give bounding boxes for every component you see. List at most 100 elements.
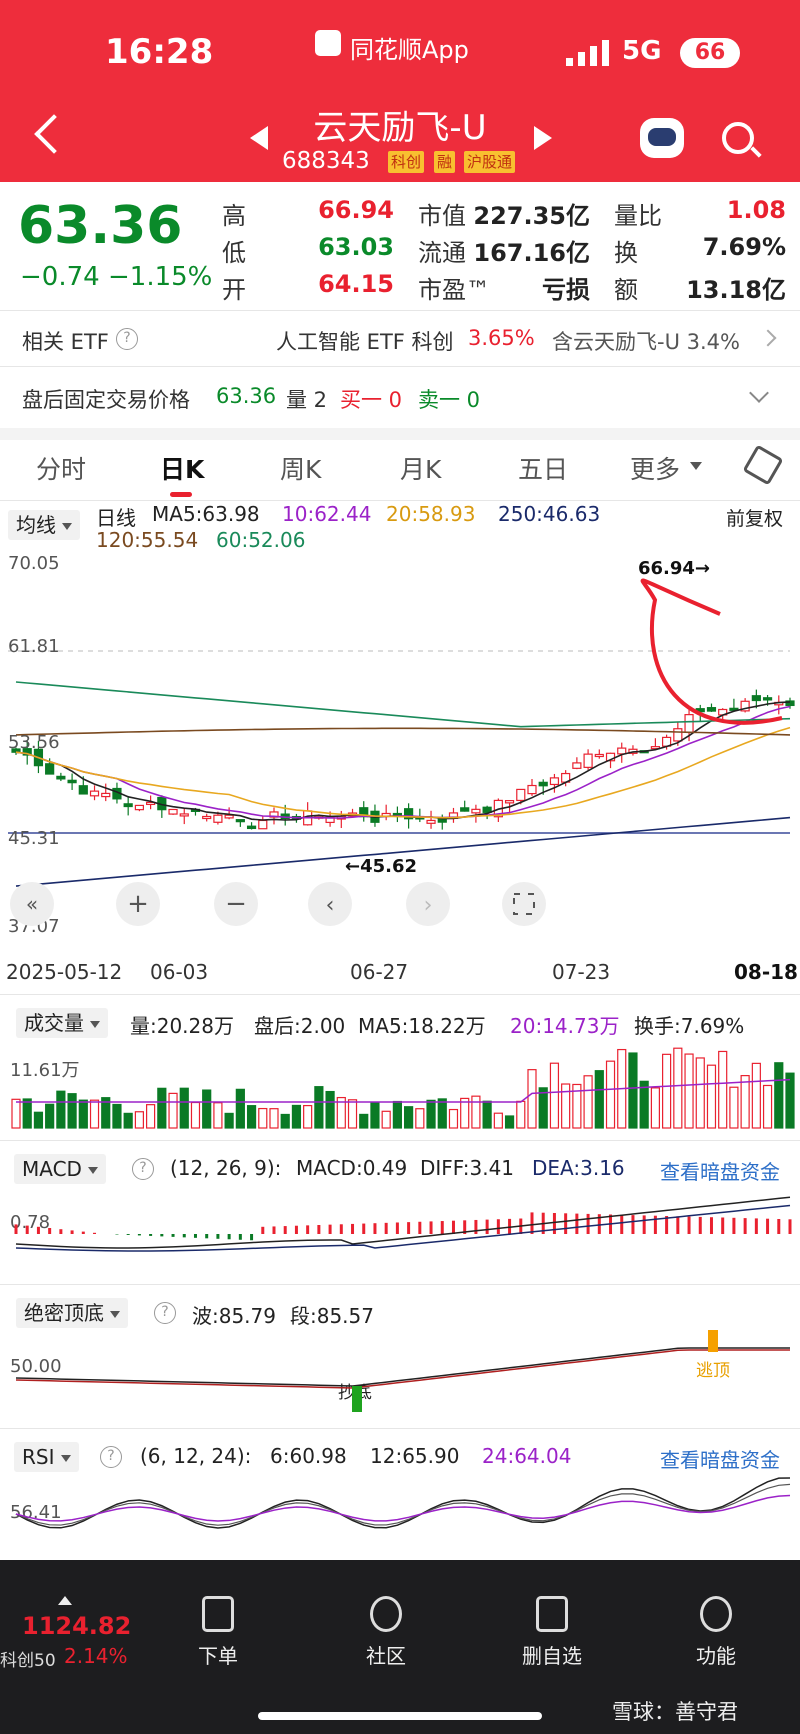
fullscreen-button[interactable] xyxy=(502,882,546,926)
volume-bar xyxy=(415,1108,425,1129)
candle xyxy=(516,788,526,802)
volume-bar xyxy=(504,1115,515,1129)
tab-weekly-k[interactable]: 周K xyxy=(280,455,322,484)
ma10-line xyxy=(15,705,791,819)
candle xyxy=(146,801,156,806)
tab-more[interactable]: 更多 xyxy=(630,455,681,484)
watermark: 雪球：善守君 xyxy=(612,1700,738,1724)
scroll-right-button[interactable]: › xyxy=(406,882,450,926)
chevron-down-icon[interactable] xyxy=(749,383,769,403)
volume-chart[interactable]: 11.61万 xyxy=(0,1046,800,1132)
volume-ma20: 20:14.73万 xyxy=(510,1014,620,1038)
ma250-label: 250:46.63 xyxy=(498,502,601,526)
collapse-left-button[interactable]: « xyxy=(10,882,54,926)
tab-daily-k[interactable]: 日K xyxy=(160,455,205,484)
ma10-label: 10:62.44 xyxy=(282,502,372,526)
open-value: 64.15 xyxy=(318,270,394,298)
chevron-right-icon[interactable] xyxy=(759,329,777,347)
scroll-left-button[interactable]: ‹ xyxy=(308,882,352,926)
divider xyxy=(0,310,800,311)
open-label: 开 xyxy=(222,276,246,304)
dark-pool-link[interactable]: 查看暗盘资金 xyxy=(660,1160,780,1184)
candle xyxy=(617,747,627,755)
nav-community[interactable]: 社区 xyxy=(366,1644,406,1668)
volume-ma5: MA5:18.22万 xyxy=(358,1014,486,1038)
volume-bar xyxy=(347,1099,358,1129)
volume-bar xyxy=(650,1087,660,1129)
svg-text:›: › xyxy=(424,893,433,918)
help-icon[interactable]: ? xyxy=(132,1158,154,1180)
ma-indicator-button[interactable]: 均线 xyxy=(8,510,80,540)
divider xyxy=(0,1140,800,1141)
robot-assistant-icon[interactable] xyxy=(640,118,684,158)
prev-stock-icon[interactable] xyxy=(250,126,268,150)
candle xyxy=(235,819,245,823)
top-signal-label: 逃顶 xyxy=(696,1361,730,1381)
help-icon[interactable]: ? xyxy=(100,1446,122,1468)
tab-five-day[interactable]: 五日 xyxy=(518,455,569,484)
rsi-chart[interactable]: 56.41 xyxy=(0,1474,800,1558)
volume-indicator-button[interactable]: 成交量 xyxy=(16,1008,108,1038)
jmdd-chart[interactable]: 50.00 抄底 逃顶 xyxy=(0,1330,800,1420)
candle xyxy=(258,819,268,830)
help-icon[interactable]: ? xyxy=(116,328,138,350)
volume-bar xyxy=(706,1064,717,1129)
volume-bar xyxy=(89,1099,100,1129)
macd-indicator-button[interactable]: MACD xyxy=(14,1154,106,1184)
period-label: 日线 xyxy=(96,506,136,530)
candle xyxy=(549,777,560,786)
jmdd-indicator-button[interactable]: 绝密顶底 xyxy=(16,1298,128,1328)
candle xyxy=(246,825,257,830)
dark-pool-link[interactable]: 查看暗盘资金 xyxy=(660,1448,780,1472)
tab-intraday[interactable]: 分时 xyxy=(36,455,87,484)
nav-functions[interactable]: 功能 xyxy=(696,1644,736,1668)
zoom-out-button[interactable]: − xyxy=(214,882,258,926)
price-change-pct: −1.15% xyxy=(108,262,213,292)
settings-icon[interactable] xyxy=(742,444,784,486)
macd-chart[interactable]: 0.78 xyxy=(0,1188,800,1270)
etf-name[interactable]: 人工智能 ETF 科创 xyxy=(276,330,454,354)
tab-monthly-k[interactable]: 月K xyxy=(400,455,442,484)
candle xyxy=(482,806,492,813)
caret-down-icon xyxy=(690,462,702,470)
zoom-in-button[interactable]: + xyxy=(116,882,160,926)
volume-bar xyxy=(246,1105,257,1129)
volume-bar xyxy=(662,1053,672,1129)
candle xyxy=(134,804,144,811)
remove-watchlist-icon[interactable] xyxy=(536,1596,568,1632)
candle xyxy=(202,815,212,820)
candle xyxy=(45,763,55,775)
top-signal-bar xyxy=(708,1330,718,1352)
volume-bar xyxy=(426,1099,436,1129)
search-icon[interactable] xyxy=(722,122,754,154)
volume-bar xyxy=(269,1108,279,1129)
volume-bar xyxy=(213,1102,223,1129)
after-hours-volume: 量 2 xyxy=(286,388,328,412)
menu-icon[interactable] xyxy=(700,1596,732,1632)
nav-order[interactable]: 下单 xyxy=(198,1644,238,1668)
rsi12-line xyxy=(15,1483,791,1526)
order-icon[interactable] xyxy=(202,1596,234,1632)
index-value[interactable]: 1124.82 xyxy=(22,1612,132,1640)
candle xyxy=(740,700,750,712)
volume-bar xyxy=(538,1087,548,1129)
caret-up-icon xyxy=(58,1596,72,1605)
volume-bar xyxy=(471,1095,481,1129)
volume-bar xyxy=(448,1108,459,1129)
adjust-mode-label[interactable]: 前复权 xyxy=(726,508,784,530)
candle xyxy=(785,700,795,707)
nav-remove-watchlist[interactable]: 删自选 xyxy=(522,1644,582,1668)
help-icon[interactable]: ? xyxy=(154,1302,176,1324)
volume-bar xyxy=(370,1101,380,1129)
rsi-indicator-button[interactable]: RSI xyxy=(14,1442,79,1472)
next-stock-icon[interactable] xyxy=(534,126,552,150)
volume-bar xyxy=(134,1111,144,1129)
volume-bar xyxy=(67,1093,77,1129)
kline-chart[interactable]: 70.05 61.81 53.56 45.31 37.07 66.94→ ←45… xyxy=(0,552,800,972)
volume-y-label: 11.61万 xyxy=(10,1060,80,1081)
after-hours-price: 63.36 xyxy=(216,384,277,408)
rsi24-value: 24:64.04 xyxy=(482,1444,572,1468)
volume-bar xyxy=(11,1098,21,1129)
macd-params: (12, 26, 9): xyxy=(170,1156,282,1180)
community-icon[interactable] xyxy=(370,1596,402,1632)
